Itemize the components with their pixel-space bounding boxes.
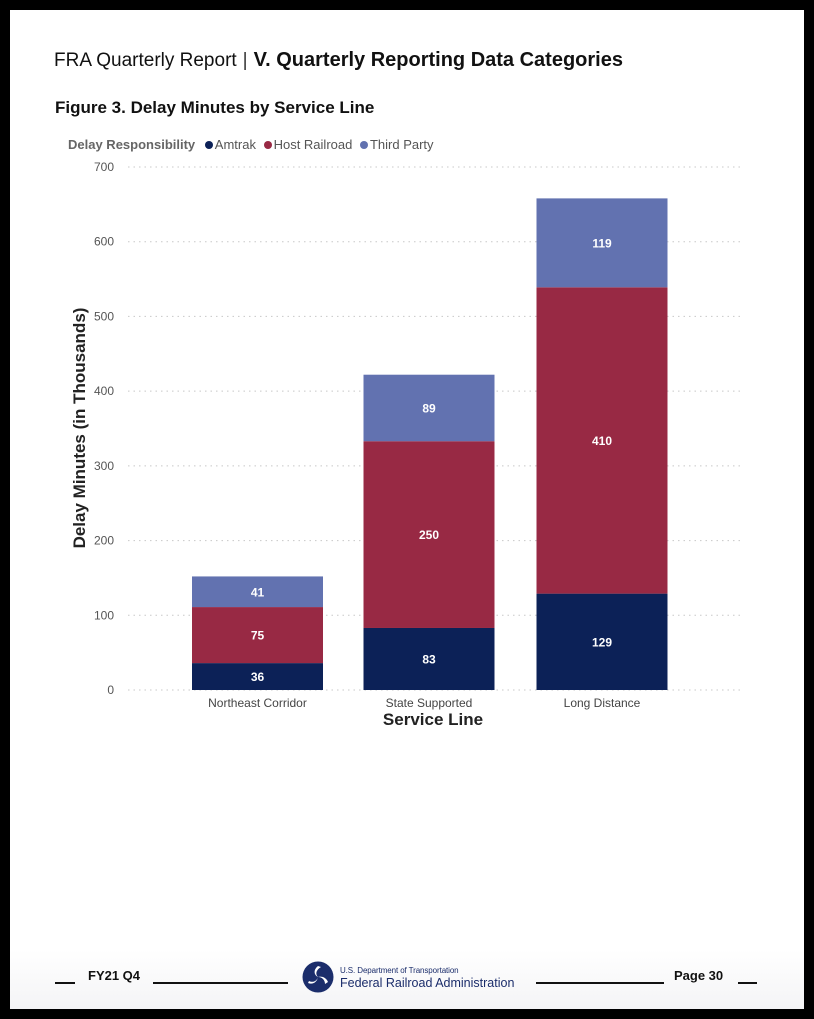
data-label: 83 [422, 652, 436, 666]
y-tick-label: 600 [94, 235, 114, 249]
data-label: 75 [251, 629, 265, 643]
bar-stack-northeast-corridor: 36 75 41 [192, 576, 323, 690]
bar-segment-third-party [536, 198, 668, 288]
section-title: V. Quarterly Reporting Data Categories [253, 49, 623, 71]
bar-segment-host-railroad [536, 287, 668, 594]
bar-segment-third-party [192, 576, 323, 608]
data-label: 89 [422, 401, 436, 415]
y-axis-label: Delay Minutes (in Thousands) [70, 308, 89, 549]
bar-segment-host-railroad [192, 607, 323, 664]
figure-title: Figure 3. Delay Minutes by Service Line [55, 98, 375, 117]
x-axis-ticks: Northeast Corridor State Supported Long Di… [208, 696, 641, 710]
legend-label-host-railroad: Host Railroad [273, 137, 353, 152]
x-tick-label: Long Distance [564, 696, 641, 710]
data-label: 119 [592, 236, 612, 250]
bar-segment-host-railroad [363, 441, 495, 628]
bar-segment-amtrak [536, 593, 668, 690]
legend-item-host-railroad: Host Railroad [263, 137, 353, 152]
data-label: 36 [251, 670, 265, 684]
chart-legend: Delay Responsibility Amtrak Host Railroa… [68, 137, 438, 152]
legend-dot-third-party [359, 141, 368, 149]
data-label: 250 [419, 528, 439, 542]
header-separator: | [242, 50, 248, 71]
legend-item-third-party: Third Party [359, 137, 434, 152]
legend-label-amtrak: Amtrak [214, 137, 256, 152]
x-tick-label: Northeast Corridor [208, 696, 307, 710]
bar-stack-state-supported: 83 250 89 [363, 374, 495, 690]
y-tick-label: 0 [107, 683, 114, 697]
bar-segment-amtrak [192, 663, 323, 690]
y-tick-label: 500 [94, 309, 114, 323]
stacked-bar-chart: 0 100 200 300 400 500 600 700 36 75 41 83 250 89 129 4… [70, 160, 742, 729]
y-tick-label: 100 [94, 608, 114, 622]
y-tick-label: 300 [94, 459, 114, 473]
data-label: 41 [251, 585, 265, 599]
legend-dot-host-railroad [263, 141, 272, 149]
y-axis-ticks: 0 100 200 300 400 500 600 700 [94, 160, 114, 697]
report-title: FRA Quarterly Report [54, 50, 237, 71]
legend-title: Delay Responsibility [68, 137, 196, 152]
y-tick-label: 400 [94, 384, 114, 398]
y-tick-label: 200 [94, 534, 114, 548]
data-label: 129 [592, 635, 612, 649]
footer-background [10, 950, 804, 1009]
y-tick-label: 700 [94, 160, 114, 174]
bar-segment-amtrak [363, 627, 495, 690]
data-label: 410 [592, 434, 612, 448]
x-axis-label: Service Line [383, 710, 483, 729]
page-header: FRA Quarterly Report | V. Quarterly Report… [54, 49, 623, 72]
bar-segment-third-party [363, 374, 495, 442]
x-tick-label: State Supported [386, 696, 473, 710]
legend-dot-amtrak [204, 141, 213, 149]
bar-stack-long-distance: 129 410 119 [536, 198, 668, 690]
report-page: FRA Quarterly Report | V. Quarterly Report… [10, 10, 804, 1009]
legend-item-amtrak: Amtrak [204, 137, 256, 152]
bars: 36 75 41 83 250 89 129 410 119 [192, 198, 668, 690]
legend-label-third-party: Third Party [369, 137, 434, 152]
